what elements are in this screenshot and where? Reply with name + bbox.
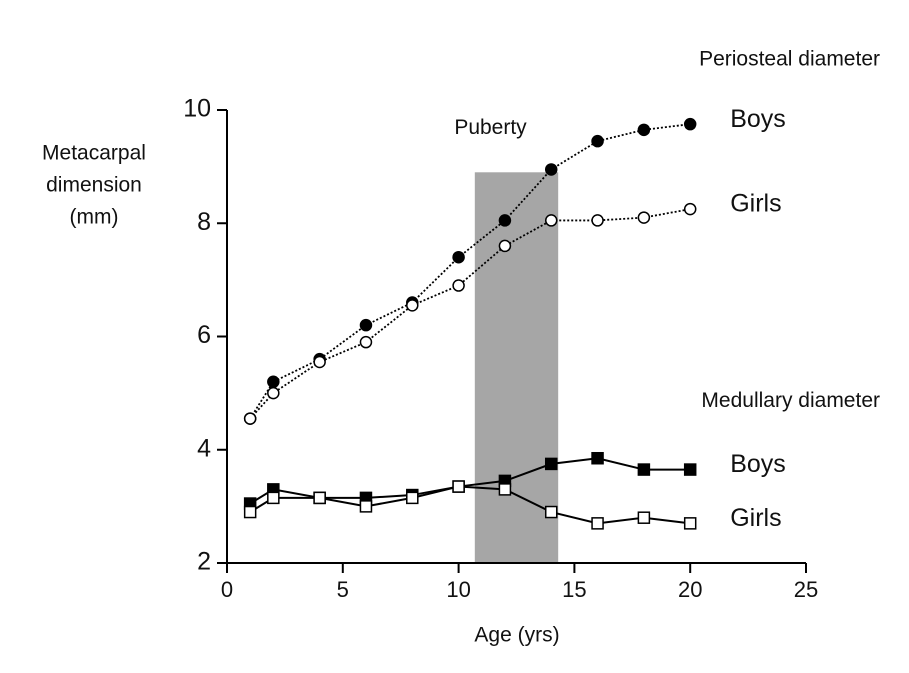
marker — [452, 250, 465, 264]
x-tick-label: 20 — [678, 577, 702, 602]
x-tick-label: 15 — [562, 577, 586, 602]
marker — [243, 412, 257, 425]
group-heading: Periosteal diameter — [699, 48, 880, 71]
marker — [591, 214, 604, 227]
marker — [683, 202, 697, 216]
marker — [498, 214, 512, 227]
marker — [637, 463, 651, 476]
y-tick-label: 6 — [197, 321, 211, 349]
marker — [267, 386, 280, 400]
marker — [243, 505, 257, 519]
marker — [544, 505, 558, 519]
marker — [359, 335, 373, 349]
marker — [544, 457, 558, 471]
x-tick-label: 0 — [221, 577, 233, 602]
marker — [452, 480, 465, 493]
marker — [452, 279, 465, 292]
y-axis-label: Metacarpal — [42, 142, 146, 165]
puberty-band — [474, 172, 559, 563]
marker — [637, 123, 651, 137]
marker — [637, 211, 651, 224]
marker — [637, 511, 651, 524]
series-line — [249, 123, 691, 420]
marker — [267, 375, 280, 389]
marker — [683, 117, 697, 131]
marker — [498, 483, 512, 496]
marker — [683, 517, 697, 530]
marker — [359, 318, 373, 332]
marker — [406, 491, 419, 505]
y-axis-label: (mm) — [70, 206, 119, 229]
marker — [544, 163, 558, 176]
y-axis-label: dimension — [46, 174, 142, 197]
series-label: Boys — [730, 105, 786, 133]
marker — [359, 500, 373, 513]
marker — [498, 239, 512, 253]
marker — [313, 355, 326, 369]
marker — [683, 463, 697, 476]
marker — [544, 214, 558, 227]
marker — [406, 299, 419, 312]
y-tick-label: 8 — [197, 208, 211, 236]
x-tick-label: 5 — [337, 577, 349, 602]
series-label: Girls — [730, 190, 781, 218]
marker — [591, 451, 604, 465]
group-heading: Medullary diameter — [701, 389, 880, 412]
y-tick-label: 10 — [183, 95, 211, 123]
x-tick-label: 25 — [794, 577, 818, 602]
series-label: Boys — [730, 450, 786, 478]
marker — [591, 134, 604, 148]
marker — [313, 491, 326, 505]
x-axis-label: Age (yrs) — [474, 624, 559, 647]
marker — [591, 517, 604, 530]
series-label: Girls — [730, 504, 781, 532]
marker — [267, 491, 280, 505]
annotation: Puberty — [454, 116, 527, 139]
y-tick-label: 2 — [197, 548, 211, 576]
x-tick-label: 10 — [446, 577, 470, 602]
y-tick-label: 4 — [197, 434, 211, 462]
series-line — [249, 208, 691, 420]
